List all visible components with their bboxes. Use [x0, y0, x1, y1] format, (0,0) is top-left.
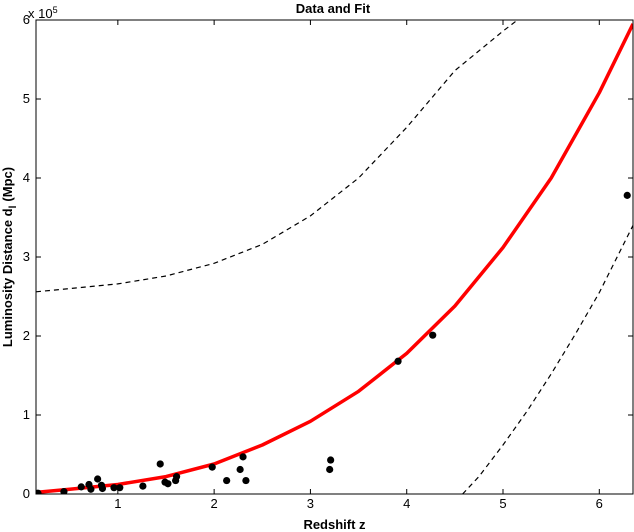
- data-point: [60, 488, 68, 494]
- y-tick-label: 1: [23, 407, 30, 422]
- y-tick-label: 0: [23, 486, 30, 501]
- data-point: [326, 465, 334, 474]
- y-axis-label-unit: (Mpc): [0, 167, 15, 202]
- y-exponent-base: x 10: [28, 6, 53, 21]
- data-point: [110, 484, 118, 492]
- data-point: [242, 476, 250, 485]
- data-point: [36, 489, 42, 494]
- y-axis-label-sub: l: [8, 205, 19, 208]
- x-axis-label: Redshift z: [303, 517, 366, 532]
- data-point: [172, 473, 181, 481]
- data-point: [429, 331, 437, 339]
- data-point: [223, 476, 231, 485]
- data-point: [394, 357, 402, 365]
- y-axis-label: Luminosity Distance dl (Mpc): [0, 167, 19, 347]
- x-tick-label: 4: [403, 496, 410, 511]
- x-tick-label: 3: [307, 496, 314, 511]
- data-point: [156, 460, 164, 468]
- plot-frame: [35, 19, 634, 495]
- data-point: [164, 480, 172, 488]
- y-exponent-label: x 105: [28, 5, 58, 21]
- data-point: [116, 484, 124, 492]
- y-tick-label: 4: [23, 170, 30, 185]
- x-tick-label: 2: [211, 496, 218, 511]
- data-point: [208, 463, 216, 471]
- data-point: [236, 465, 244, 474]
- data-point: [139, 482, 147, 490]
- x-tick-label: 1: [114, 496, 121, 511]
- x-tick-label: 5: [499, 496, 506, 511]
- upper-bound-line: [36, 20, 518, 293]
- data-point: [98, 484, 107, 493]
- y-exponent-power: 5: [53, 5, 58, 15]
- y-tick-label: 6: [23, 12, 30, 27]
- data-point: [327, 456, 335, 464]
- y-tick-label: 2: [23, 328, 30, 343]
- data-point: [239, 453, 247, 461]
- x-tick-label: 6: [596, 496, 603, 511]
- chart-title: Data and Fit: [296, 1, 371, 16]
- y-tick-label: 5: [23, 91, 30, 106]
- y-axis-label-main: Luminosity Distance d: [0, 208, 15, 347]
- data-point: [77, 483, 85, 491]
- data-point: [87, 485, 95, 493]
- data-point: [623, 191, 631, 199]
- fit-line: [36, 23, 633, 494]
- data-point: [94, 475, 102, 483]
- y-tick-label: 3: [23, 249, 30, 264]
- lower-bound-line: [462, 225, 633, 494]
